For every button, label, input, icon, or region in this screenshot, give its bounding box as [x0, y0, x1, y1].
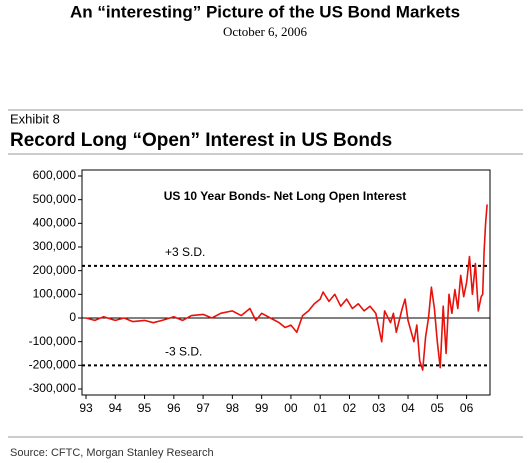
- x-tick-label: 94: [109, 401, 123, 415]
- x-tick-label: 95: [138, 401, 152, 415]
- y-tick-label: 300,000: [33, 239, 77, 253]
- y-tick-label: 600,000: [33, 168, 77, 182]
- y-tick-label: 100,000: [33, 287, 77, 301]
- y-tick-label: 500,000: [33, 192, 77, 206]
- x-tick-label: 97: [196, 401, 210, 415]
- reference-label: -3 S.D.: [165, 345, 202, 359]
- plot-frame: [81, 169, 491, 396]
- exhibit-label: Exhibit 8: [10, 111, 60, 126]
- y-tick-label: -100,000: [29, 334, 77, 348]
- x-tick-label: 00: [284, 401, 298, 415]
- y-tick-label: 400,000: [33, 216, 77, 230]
- page-date: October 6, 2006: [223, 24, 308, 39]
- x-tick-label: 05: [431, 401, 445, 415]
- y-tick-label: 200,000: [33, 263, 77, 277]
- chart-subtitle: US 10 Year Bonds- Net Long Open Interest: [164, 189, 407, 203]
- y-tick-label: -200,000: [29, 358, 77, 372]
- x-tick-label: 04: [401, 401, 415, 415]
- x-tick-label: 98: [226, 401, 240, 415]
- source-note: Source: CFTC, Morgan Stanley Research: [10, 447, 214, 459]
- x-tick-label: 99: [255, 401, 269, 415]
- page-title: An “interesting” Picture of the US Bond …: [70, 2, 460, 21]
- x-tick-label: 93: [79, 401, 93, 415]
- x-tick-label: 96: [167, 401, 181, 415]
- reference-label: +3 S.D.: [165, 245, 205, 259]
- x-tick-label: 01: [314, 401, 328, 415]
- x-tick-label: 06: [460, 401, 474, 415]
- x-tick-label: 02: [343, 401, 357, 415]
- y-tick-label: -300,000: [29, 381, 77, 395]
- chart-title: Record Long “Open” Interest in US Bonds: [10, 130, 392, 151]
- x-tick-label: 03: [372, 401, 386, 415]
- data-line: [85, 204, 488, 371]
- y-tick-label: 0: [69, 310, 76, 324]
